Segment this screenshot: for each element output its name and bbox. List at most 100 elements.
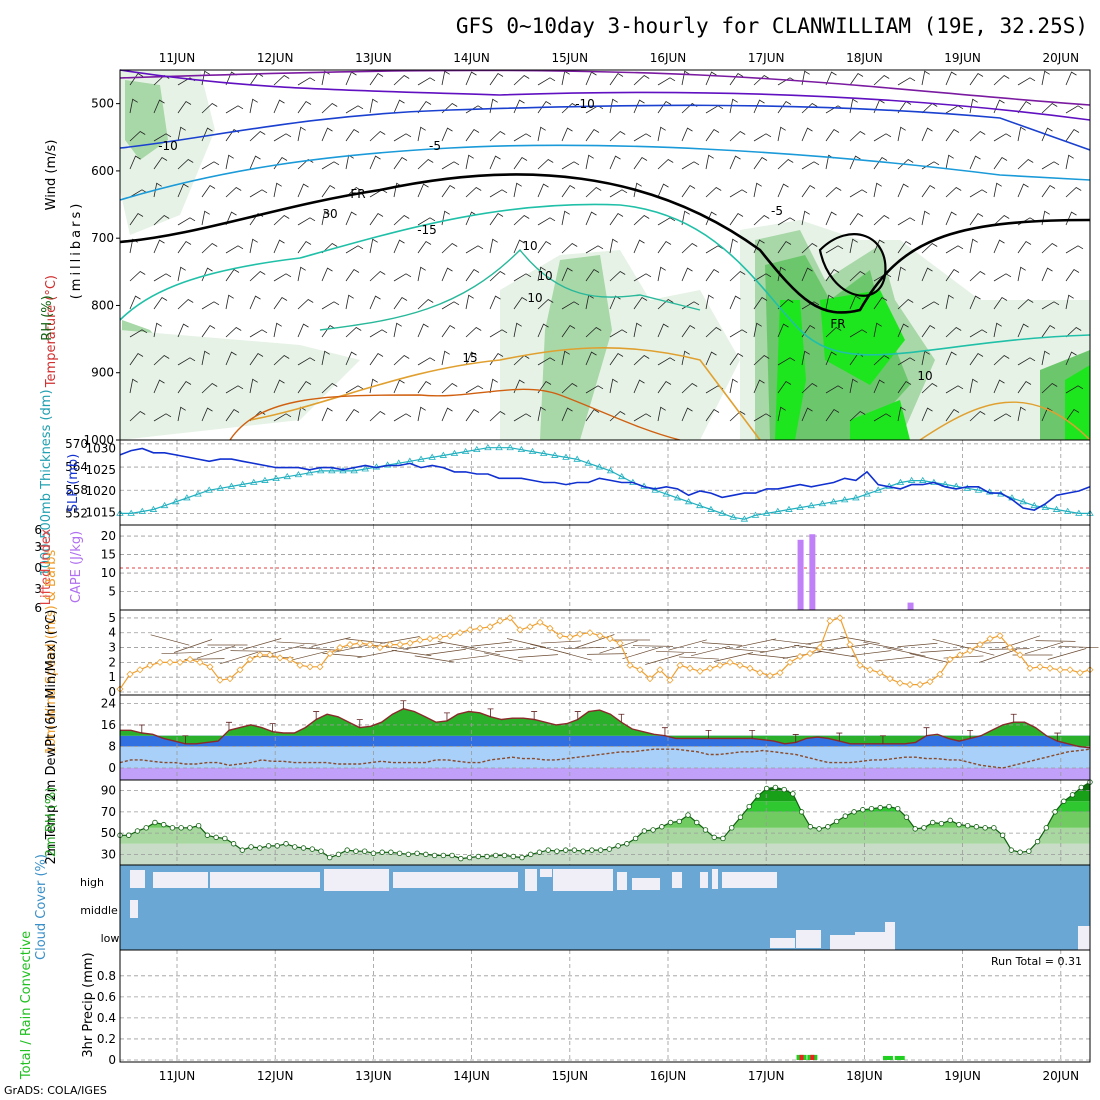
rh-marker — [973, 824, 980, 830]
wind-speed-marker — [736, 661, 744, 669]
wind-speed-marker — [296, 661, 304, 669]
rh-marker — [912, 826, 918, 832]
wind-barb — [249, 271, 266, 282]
wind-speed-marker — [686, 664, 694, 672]
surface-barb — [748, 653, 788, 659]
rh-marker — [632, 835, 639, 842]
surface-barb — [645, 653, 684, 665]
wind-barb — [465, 187, 482, 198]
wind-barb — [801, 184, 816, 198]
wind-barb — [321, 324, 336, 338]
wind-barb — [1065, 408, 1080, 422]
wind-barb — [249, 238, 258, 254]
thickness-marker — [673, 494, 682, 501]
wind-speed-marker — [816, 643, 824, 652]
wind-barb — [321, 70, 330, 86]
wind-speed-marker — [616, 639, 624, 647]
wind-speed-marker — [216, 676, 224, 684]
wind-barb — [633, 239, 645, 254]
wind-barb — [657, 126, 666, 142]
rh-marker — [781, 786, 787, 793]
surface-barb — [357, 649, 397, 659]
wind-speed-marker — [1026, 664, 1034, 672]
thickness-marker — [662, 490, 671, 497]
rh-marker — [729, 825, 735, 831]
wind-speed-marker — [596, 632, 604, 640]
temp-whisker — [618, 713, 625, 723]
wind-barb — [633, 99, 645, 114]
top-date-label: 18JUN — [846, 51, 883, 65]
wind-barb — [561, 350, 570, 366]
wind-barb — [969, 189, 988, 198]
wind-barb — [465, 385, 484, 394]
wind-barb — [321, 103, 338, 114]
wind-barb — [897, 183, 909, 198]
wind-barb — [753, 322, 762, 338]
thickness-marker — [261, 476, 269, 483]
wind-barb — [729, 295, 741, 310]
below-zero-band — [120, 768, 1090, 780]
wind-barb — [489, 72, 504, 86]
wind-speed-marker — [1056, 666, 1064, 674]
thickness-marker — [740, 515, 749, 522]
wind-speed-marker — [126, 670, 134, 678]
thickness-marker — [762, 509, 771, 516]
wind-barb — [969, 295, 981, 310]
wind-barb — [345, 245, 364, 254]
wind-speed-marker — [906, 681, 914, 689]
rh-marker — [947, 817, 953, 824]
rh-marker — [895, 805, 901, 812]
wind-barb — [393, 215, 410, 226]
rh-shade-area — [1065, 365, 1090, 440]
top-date-label: 11JUN — [159, 51, 196, 65]
wind-speed-marker — [1006, 643, 1014, 652]
wind-barb — [273, 215, 290, 226]
wind-barb — [177, 323, 189, 338]
wind-barb — [849, 295, 861, 310]
wind-barb — [153, 379, 165, 394]
wind-barb — [921, 407, 933, 422]
wind-barb — [345, 351, 357, 366]
tick-label: 600 — [91, 164, 114, 178]
slp-tick: 1025 — [85, 463, 116, 477]
thickness-marker — [1063, 507, 1072, 514]
wind-barb — [537, 266, 546, 282]
wind-barb — [681, 267, 693, 282]
wind-barb — [1017, 406, 1026, 422]
clear-sky-area — [855, 932, 885, 950]
surface-barb — [909, 653, 949, 663]
wind-barb — [825, 71, 837, 86]
cape-bar — [797, 539, 804, 610]
rh-marker — [353, 848, 359, 854]
thickness-marker — [562, 453, 570, 460]
clear-sky-area — [830, 935, 855, 950]
thickness-marker — [528, 447, 537, 454]
wind-barb — [633, 75, 650, 86]
wind-speed-marker — [276, 654, 284, 662]
thickness-series — [120, 447, 1090, 520]
wind-barb — [849, 131, 866, 142]
wind-barb — [465, 245, 484, 254]
surface-barb — [782, 651, 823, 659]
wind-barb — [897, 357, 916, 366]
temp-whisker — [269, 723, 276, 732]
surface-barb — [472, 641, 512, 647]
wind-barb — [489, 155, 501, 170]
wind-barb — [969, 155, 981, 170]
wind-barb — [729, 378, 738, 394]
wind-barb — [897, 380, 912, 394]
temperature-axis-label: Temperature (°C) — [44, 275, 59, 388]
wind-speed-marker — [716, 661, 724, 669]
wind-barb — [465, 268, 480, 282]
wind-speed-marker — [586, 629, 594, 637]
cloud-panel: high middle low Cloud Cover (%) — [34, 854, 1091, 960]
wind-barb — [633, 156, 648, 170]
wind-barb — [993, 379, 1005, 394]
cape-bars — [797, 534, 914, 610]
temp-whisker — [443, 712, 450, 721]
wind-tick: 4 — [108, 626, 116, 640]
contour-line — [119, 69, 1091, 121]
thickness-marker — [595, 463, 604, 470]
rh-marker — [746, 803, 752, 810]
